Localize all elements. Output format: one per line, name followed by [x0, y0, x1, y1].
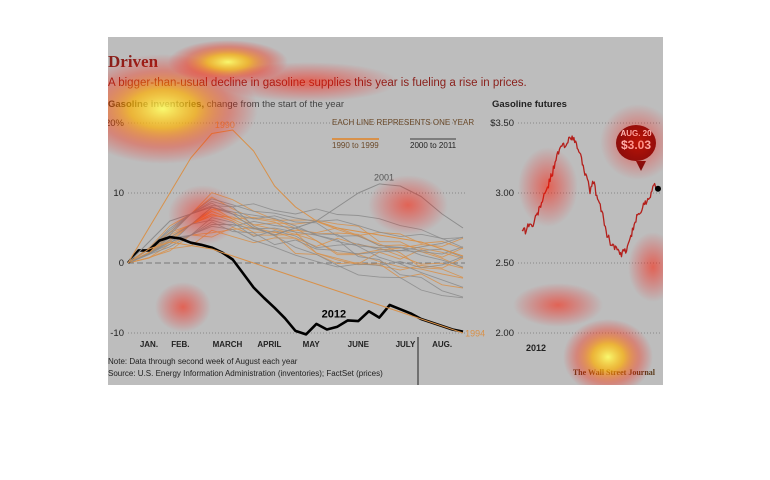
note: Note: Data through second week of August… — [108, 357, 298, 366]
price-callout: AUG. 20 $3.03 — [616, 125, 656, 161]
y-tick-label: 10 — [113, 188, 124, 199]
futures-title: Gasoline futures — [492, 99, 567, 110]
x-tick-label: MARCH — [213, 340, 243, 349]
x-tick-label: 2012 — [526, 343, 546, 353]
x-tick-label: FEB. — [171, 340, 189, 349]
annotation-2001: 2001 — [374, 172, 394, 182]
y-tick-label: 2.50 — [496, 258, 515, 269]
chart-svg: 20% 10 0 -10 JAN. FEB. MARCH APRIL MAY JUNE JULY AU… — [108, 118, 661, 385]
x-tick-label: JUNE — [348, 340, 370, 349]
legend-note: EACH LINE REPRESENTS ONE YEAR — [332, 118, 475, 127]
legend-1990s: 1990 to 1999 — [332, 138, 379, 150]
source: Source: U.S. Energy Information Administ… — [108, 369, 383, 378]
inventories-title-bold: Gasoline inventories, — [108, 99, 205, 110]
x-tick-label: JAN. — [140, 340, 158, 349]
annotation-1990: 1990 — [215, 120, 235, 130]
credit: The Wall Street Journal — [572, 368, 655, 377]
callout-pointer — [636, 161, 646, 171]
series-line-1990s — [127, 229, 464, 269]
series-line-1990 — [127, 129, 464, 264]
x-tick-label: MAY — [303, 340, 321, 349]
subhead: A bigger-than-usual decline in gasoline … — [108, 77, 527, 89]
y-tick-label: $3.50 — [490, 118, 514, 129]
headline: Driven — [108, 52, 159, 71]
annotation-2012: 2012 — [322, 309, 346, 321]
x-tick-label: APRIL — [257, 340, 281, 349]
callout-date: AUG. 20 — [620, 129, 652, 138]
inventories-title-light: change from the start of the year — [206, 99, 345, 110]
y-tick-label: 3.00 — [496, 188, 515, 199]
y-tick-label: -10 — [110, 328, 124, 339]
futures-end-point — [655, 185, 661, 192]
callout-value: $3.03 — [620, 138, 652, 152]
y-tick-label: 2.00 — [496, 328, 515, 339]
annotation-1994: 1994 — [465, 329, 485, 339]
y-tick-label: 0 — [119, 258, 124, 269]
figure: 20% 10 0 -10 JAN. FEB. MARCH APRIL MAY JUNE JULY AU… — [108, 37, 663, 385]
x-tick-label: JULY — [396, 340, 416, 349]
inventories-title: Gasoline inventories, change from the st… — [108, 99, 344, 110]
x-tick-label: AUG. — [432, 340, 452, 349]
legend-2000s: 2000 to 2011 — [410, 138, 457, 150]
y-tick-label: 20% — [108, 118, 125, 129]
